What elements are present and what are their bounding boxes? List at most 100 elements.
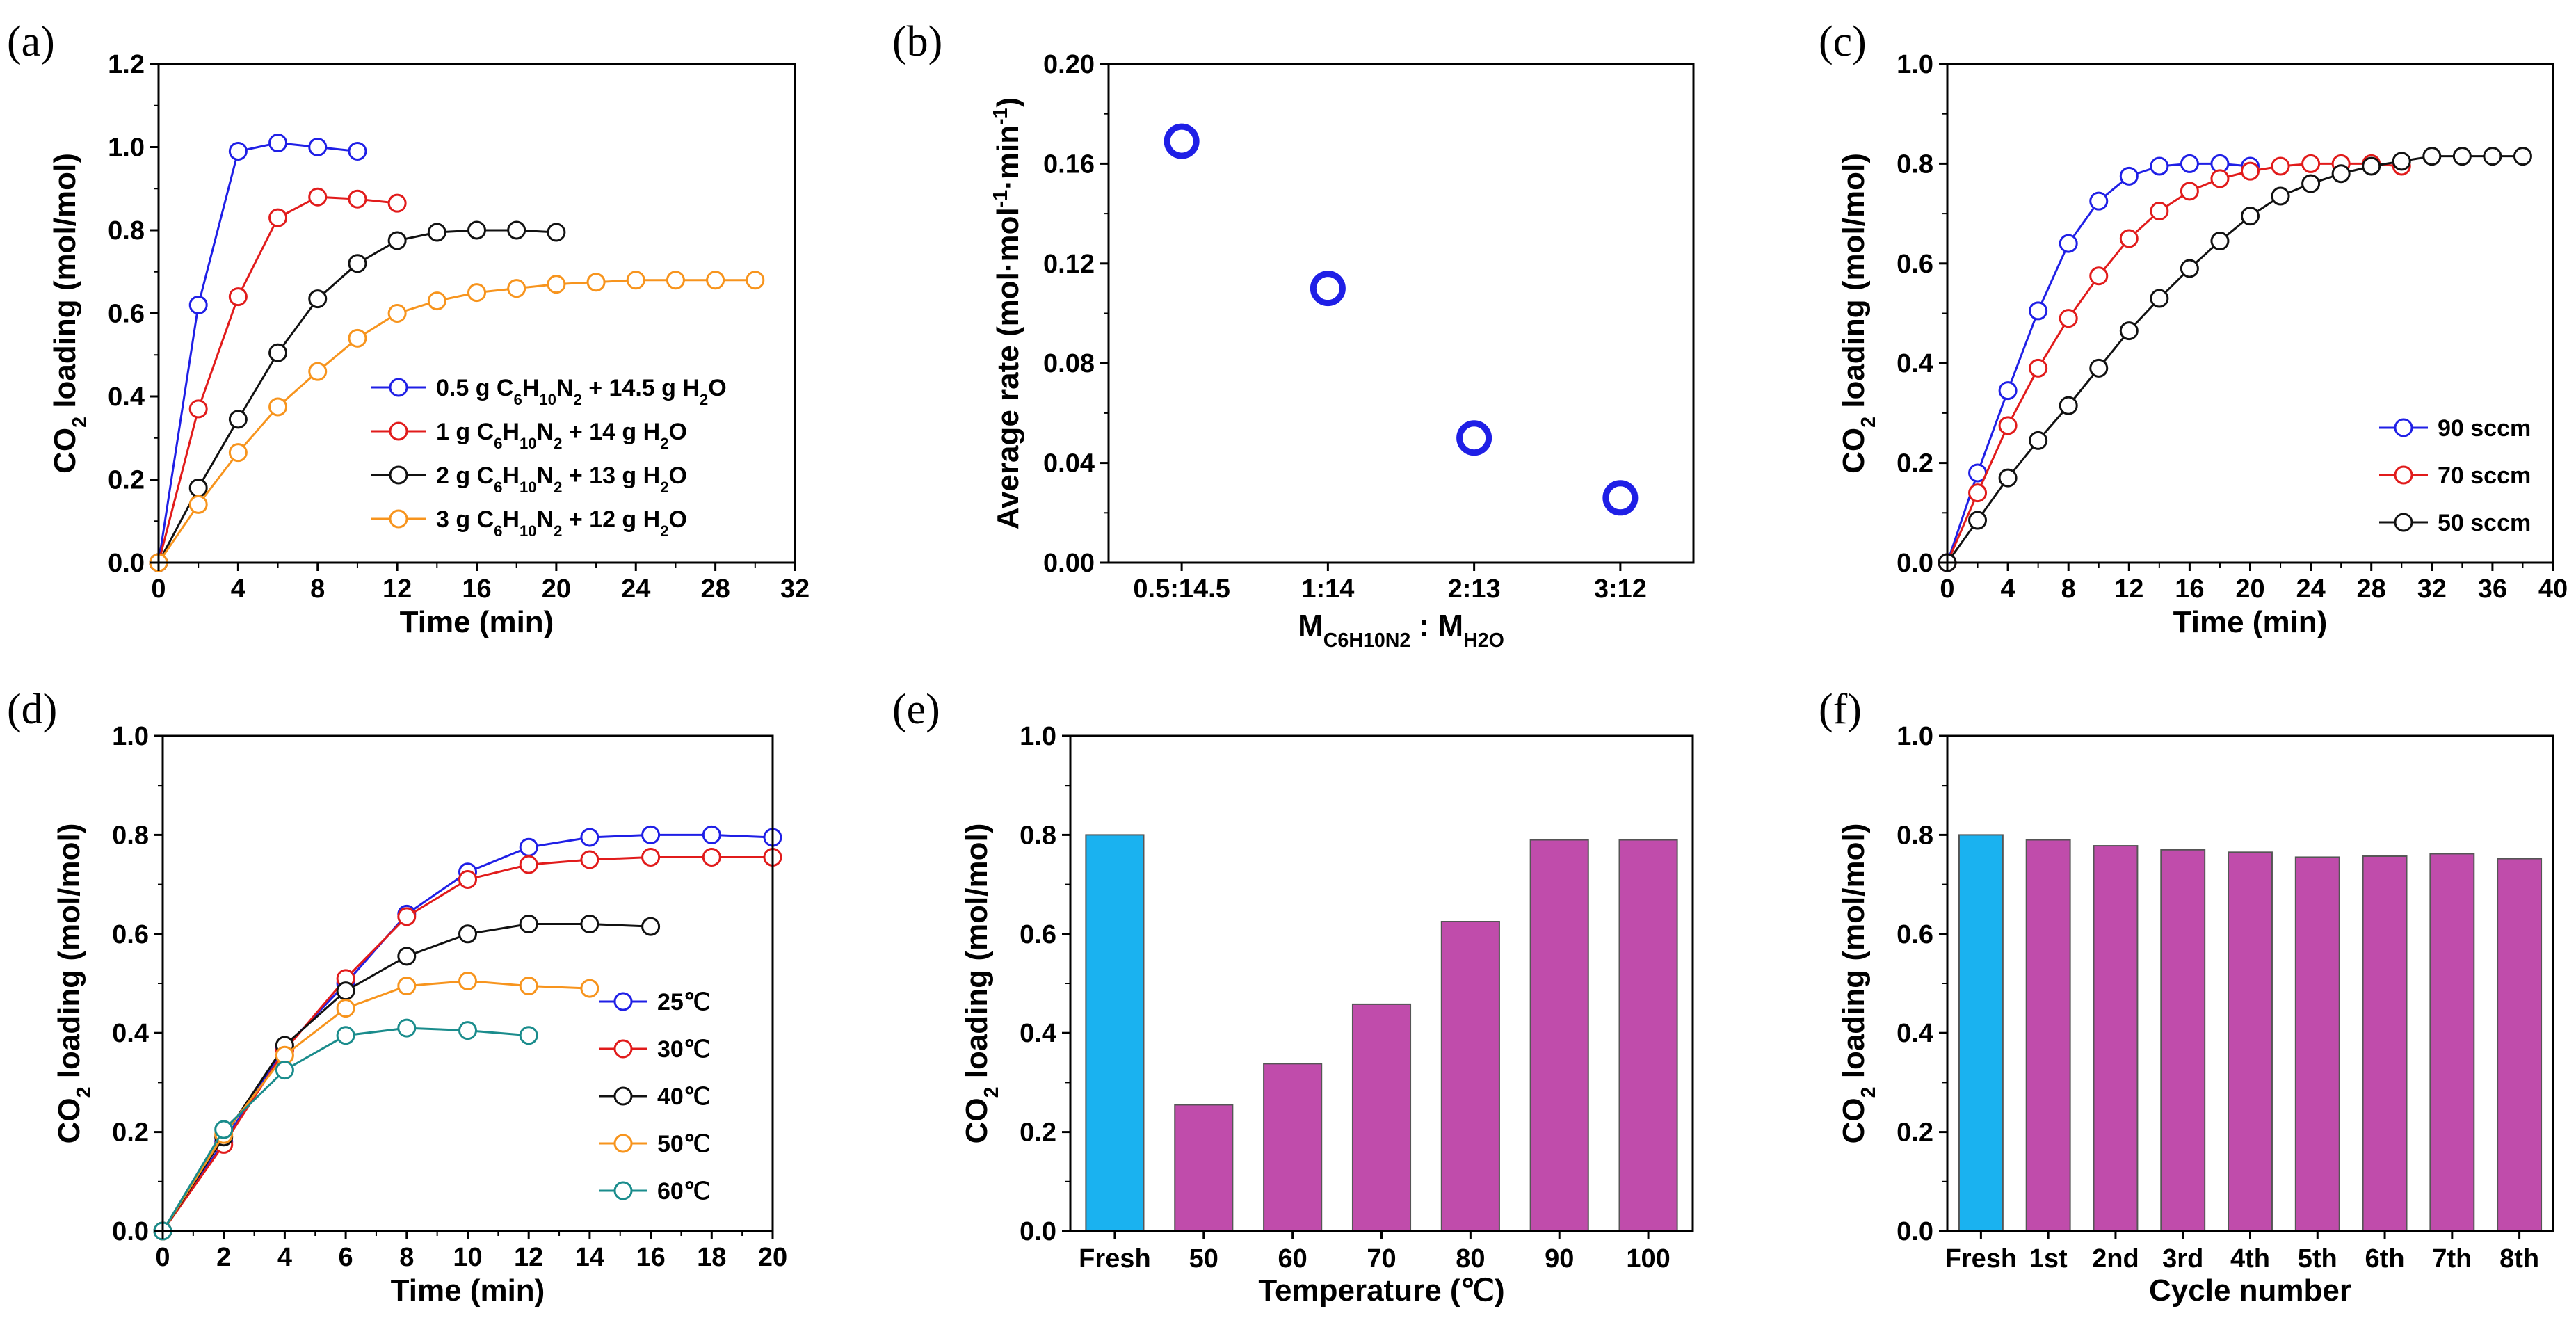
data-point-d-1 [519,855,538,874]
data-point-a-2 [228,410,248,429]
y-tick-label-d: 0.8 [112,821,149,850]
legend-label-d: 50℃ [657,1131,710,1157]
y-tick-label-d: 0.6 [112,920,149,949]
x-tick-label-e: 70 [1367,1244,1396,1273]
bar-f [2294,856,2340,1232]
data-point-c-2 [2059,396,2078,415]
data-point-c-1 [1968,483,1988,503]
data-point-c-1 [1998,416,2018,435]
data-point-c-2 [2331,164,2351,184]
data-point-c-1 [2029,358,2048,378]
data-point-c-1 [2150,202,2169,221]
x-axis-label-d: Time (min) [391,1273,545,1308]
bar-e [1174,1104,1234,1232]
legend-marker-c [2394,418,2413,437]
data-point-a-3 [467,283,486,303]
y-tick-label-a: 0.6 [108,300,145,329]
data-point-a-3 [188,495,208,514]
bar-e [1529,839,1589,1232]
data-point-d-1 [580,850,599,869]
x-tick-label-d: 0 [155,1243,170,1272]
data-point-a-1 [348,189,367,209]
panel-c: (c) 0.0 0.2 0.4 0.6 0.8 1.0 0 4 8 12 16 20 24 28 32 36 40… [1819,18,2568,639]
data-point-c-2 [2362,156,2381,176]
x-tick-label-d: 6 [339,1243,353,1272]
panel-e: (e) 0.0 0.2 0.4 0.6 0.8 1.0 Fresh 50 60 70 80 90 100 T… [892,686,1694,1308]
data-point-a-0 [268,134,288,153]
y-tick-label-a: 1.2 [108,50,145,79]
panel-label-f: (f) [1819,686,1862,733]
y-tick-label-e: 1.0 [1020,722,1056,751]
y-tick-label-a: 0.0 [108,549,145,578]
data-point-c-2 [2452,147,2472,166]
x-tick-label-c: 16 [2175,574,2204,604]
x-tick-label-a: 24 [621,574,650,604]
x-tick-label-e: 90 [1545,1244,1574,1273]
data-point-c-1 [2089,266,2109,286]
data-point-c-0 [2029,301,2048,321]
data-point-d-1 [641,847,661,867]
bar-f [2497,858,2543,1232]
data-point-c-2 [2029,431,2048,450]
x-tick-label-c: 8 [2061,574,2076,604]
y-tick-label-e: 0.2 [1020,1118,1056,1148]
series-line-c-1 [1946,162,2402,563]
data-point-c-2 [2210,232,2230,251]
y-axis-label-a: CO2 loading (mol/mol) [48,153,91,474]
panel-a: (a) 0.0 0.2 0.4 0.6 0.8 1.0 1.2 0 4 8 12 16 20 24 28 32 T… [7,18,810,639]
series-line-a-3 [157,279,755,563]
data-point-d-3 [519,977,538,996]
scatter-point-b [1310,271,1346,307]
legend-label-a: 0.5 g C6H10N2 + 14.5 g H2O [436,375,727,408]
x-tick-label-d: 18 [697,1243,726,1272]
y-tick-label-b: 0.04 [1043,449,1095,479]
panel-label-d: (d) [7,686,57,733]
data-point-c-1 [2180,182,2199,201]
legend-c: 90 sccm 70 sccm 50 sccm [2379,415,2531,536]
y-tick-label-d: 0.0 [112,1217,149,1246]
legend-marker-a [389,465,408,485]
data-point-a-2 [188,478,208,497]
x-tick-label-e: Fresh [1079,1244,1150,1273]
data-point-a-1 [308,187,328,207]
data-point-c-2 [2180,259,2199,278]
scatter-point-b [1164,123,1200,159]
bar-f [2362,855,2408,1232]
legend-label-d: 25℃ [657,989,710,1015]
y-tick-label-e: 0.6 [1020,920,1056,949]
x-tick-label-d: 4 [277,1243,292,1272]
data-point-a-2 [387,231,407,250]
data-point-a-0 [228,141,248,161]
legend-marker-a [389,421,408,441]
data-point-c-1 [2271,156,2290,176]
legend-marker-d [613,1086,633,1106]
series-line-a-0 [157,142,358,563]
legend-marker-c [2394,465,2413,485]
x-tick-label-e: 100 [1626,1244,1670,1273]
data-point-c-1 [2241,161,2260,181]
data-point-a-3 [706,271,725,290]
x-tick-label-b: 1:14 [1301,574,1354,604]
data-point-d-0 [519,837,538,857]
bar-e [1085,834,1145,1232]
data-point-d-4 [519,1026,538,1045]
y-tick-label-c: 0.2 [1897,449,1933,479]
y-tick-label-f: 0.8 [1897,821,1933,850]
bar-f [2228,851,2273,1232]
y-tick-label-c: 0.4 [1897,349,1933,378]
data-point-a-1 [387,193,407,213]
data-point-c-0 [2119,166,2139,186]
data-point-a-3 [666,271,685,290]
data-point-d-4 [336,1026,355,1045]
data-point-a-3 [547,275,566,294]
x-tick-label-c: 0 [1940,574,1954,604]
y-axis-label-c: CO2 loading (mol/mol) [1837,153,1880,474]
bar-f [2093,845,2139,1232]
legend-label-c: 70 sccm [2438,463,2531,489]
y-tick-label-b: 0.12 [1043,250,1095,279]
x-tick-label-d: 14 [575,1243,604,1272]
data-point-d-3 [397,977,417,996]
x-axis-label-e: Temperature (℃) [1258,1273,1504,1308]
y-tick-label-a: 0.4 [108,383,145,412]
data-point-c-2 [2150,289,2169,308]
